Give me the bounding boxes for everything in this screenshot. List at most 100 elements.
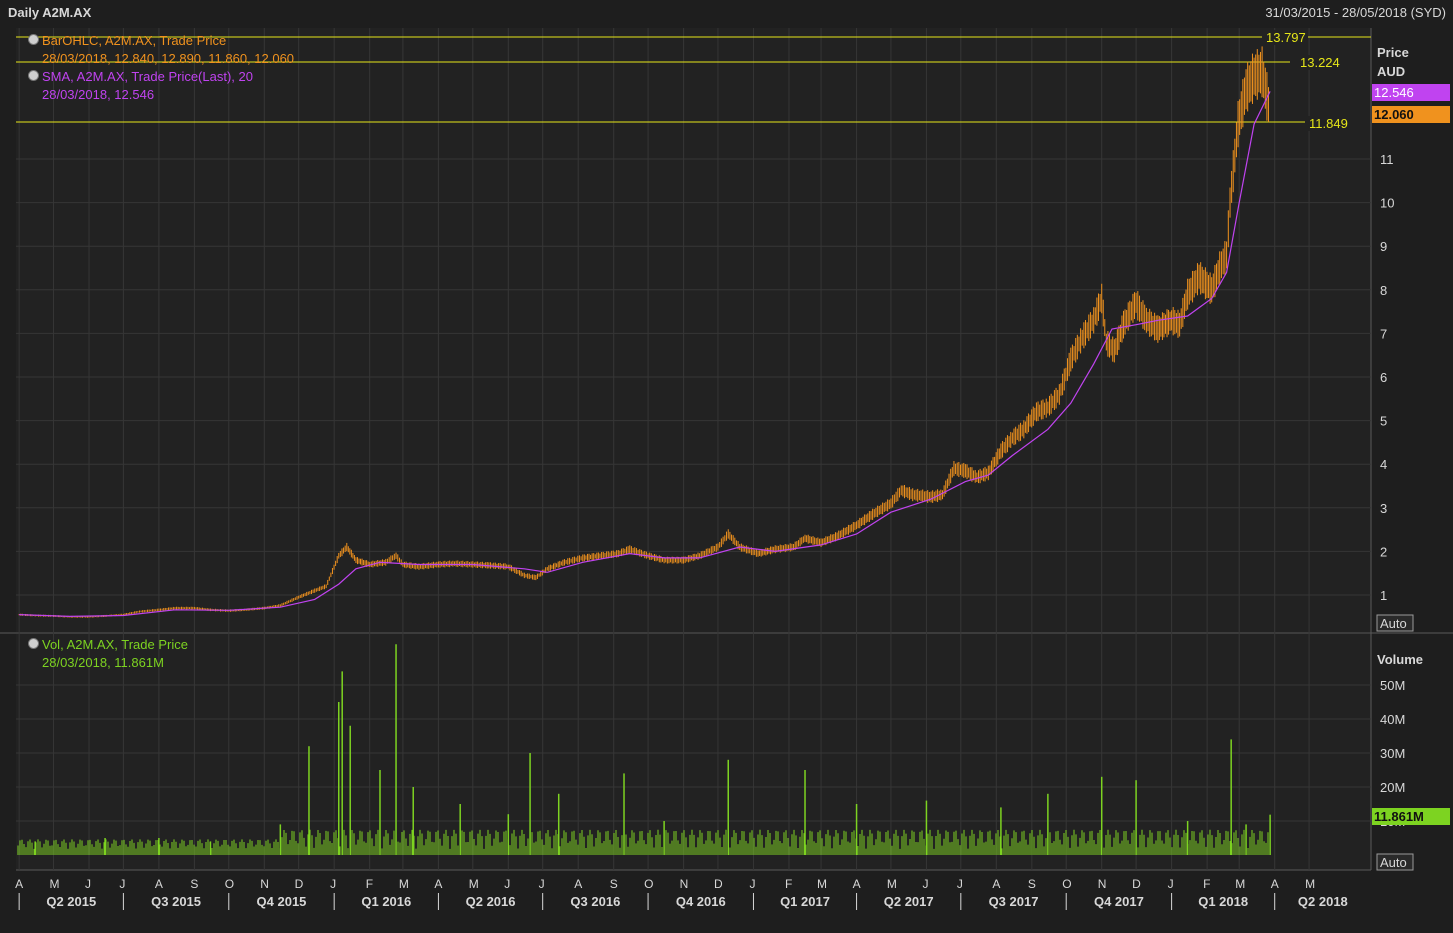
volume-bars xyxy=(17,644,1271,855)
month-label: D xyxy=(714,877,723,891)
low-value: 11.849 xyxy=(1309,116,1348,131)
month-label: M xyxy=(1305,877,1315,891)
price-tick-label: 9 xyxy=(1380,239,1387,254)
high-value: 13.797 xyxy=(1266,30,1306,45)
price-tick-label: 7 xyxy=(1380,326,1387,341)
month-label: J xyxy=(504,877,510,891)
volume-tick-label: 30M xyxy=(1380,746,1405,761)
date-range[interactable]: 31/03/2015 - 28/05/2018 (SYD) xyxy=(1265,5,1446,20)
month-label: F xyxy=(366,877,373,891)
chart-title: Daily A2M.AX xyxy=(8,5,92,20)
month-label: S xyxy=(1028,877,1036,891)
month-label: N xyxy=(1098,877,1107,891)
month-label: J xyxy=(957,877,963,891)
month-label: J xyxy=(119,877,125,891)
volume-auto-label: Auto xyxy=(1380,855,1407,870)
quarter-label: Q4 2016 xyxy=(676,894,726,909)
month-label: S xyxy=(610,877,618,891)
ohlc-legend-values: 28/03/2018, 12.840, 12.890, 11.860, 12.0… xyxy=(42,51,295,66)
quarter-label: Q2 2017 xyxy=(884,894,934,909)
close-last-value: 12.060 xyxy=(1374,107,1414,122)
price-tick-label: 2 xyxy=(1380,544,1387,559)
sma-legend-icon[interactable] xyxy=(28,70,39,81)
month-label: O xyxy=(225,877,234,891)
month-label: D xyxy=(295,877,304,891)
month-label: M xyxy=(817,877,827,891)
month-label: A xyxy=(155,877,163,891)
month-label: A xyxy=(853,877,861,891)
quarter-label: Q2 2015 xyxy=(46,894,96,909)
month-label: J xyxy=(749,877,755,891)
price-tick-label: 8 xyxy=(1380,283,1387,298)
high-marker-label: 13.797 xyxy=(1262,30,1308,45)
quarter-label: Q3 2016 xyxy=(570,894,620,909)
close-last-tag: 12.060 xyxy=(1372,106,1450,123)
month-label: M xyxy=(399,877,409,891)
price-tick-label: 11 xyxy=(1380,152,1394,167)
price-pane[interactable] xyxy=(16,28,1371,632)
price-tick-label: 5 xyxy=(1380,414,1387,429)
month-label: F xyxy=(1203,877,1210,891)
month-label: M xyxy=(469,877,479,891)
ohlc-legend-icon[interactable] xyxy=(28,34,39,45)
recent-high-value: 13.224 xyxy=(1300,55,1340,70)
month-label: S xyxy=(190,877,198,891)
quarter-label: Q3 2015 xyxy=(151,894,201,909)
price-axis-unit: AUD xyxy=(1377,64,1405,79)
month-label: J xyxy=(1168,877,1174,891)
month-label: A xyxy=(574,877,582,891)
volume-last-value: 11.861M xyxy=(1374,809,1424,824)
month-label: A xyxy=(15,877,23,891)
grid-lines xyxy=(16,28,1371,870)
volume-tick-label: 50M xyxy=(1380,678,1405,693)
quarter-label: Q4 2017 xyxy=(1094,894,1144,909)
month-label: J xyxy=(539,877,545,891)
ohlc-legend-title: BarOHLC, A2M.AX, Trade Price xyxy=(42,33,227,48)
month-label: A xyxy=(434,877,442,891)
sma-legend-title: SMA, A2M.AX, Trade Price(Last), 20 xyxy=(42,69,253,84)
month-label: J xyxy=(922,877,928,891)
month-label: N xyxy=(260,877,269,891)
price-level-lines xyxy=(16,36,1371,123)
volume-legend-icon[interactable] xyxy=(28,638,39,649)
quarter-label: Q4 2015 xyxy=(257,894,307,909)
quarter-label: Q3 2017 xyxy=(989,894,1039,909)
month-label: A xyxy=(992,877,1000,891)
recent-high-marker-label: 13.224 xyxy=(1296,55,1342,70)
month-label: M xyxy=(1235,877,1245,891)
sma-last-value: 12.546 xyxy=(1374,85,1414,100)
month-label: M xyxy=(50,877,60,891)
quarter-label: Q2 2016 xyxy=(466,894,516,909)
price-tick-label: 6 xyxy=(1380,370,1387,385)
volume-legend-values: 28/03/2018, 11.861M xyxy=(42,655,164,670)
month-label: O xyxy=(1062,877,1071,891)
month-label: N xyxy=(680,877,689,891)
volume-pane[interactable] xyxy=(16,634,1371,870)
volume-last-tag: 11.861M xyxy=(1372,808,1450,825)
month-label: M xyxy=(887,877,897,891)
quarter-label: Q1 2017 xyxy=(780,894,830,909)
price-tick-label: 1 xyxy=(1380,588,1387,603)
volume-tick-label: 40M xyxy=(1380,712,1405,727)
sma-last-tag: 12.546 xyxy=(1372,84,1450,101)
price-axis-title: Price xyxy=(1377,45,1409,60)
month-label: F xyxy=(785,877,792,891)
low-marker-label: 11.849 xyxy=(1305,116,1351,131)
volume-tick-label: 20M xyxy=(1380,780,1405,795)
month-label: D xyxy=(1132,877,1141,891)
quarter-label: Q2 2018 xyxy=(1298,894,1348,909)
month-label: J xyxy=(330,877,336,891)
price-auto-label: Auto xyxy=(1380,616,1407,631)
price-tick-label: 3 xyxy=(1380,501,1387,516)
price-auto-button[interactable]: Auto xyxy=(1376,614,1414,632)
sma-legend-values: 28/03/2018, 12.546 xyxy=(42,87,155,102)
volume-legend-title: Vol, A2M.AX, Trade Price xyxy=(42,637,188,652)
volume-auto-button[interactable]: Auto xyxy=(1376,853,1414,871)
month-label: A xyxy=(1271,877,1279,891)
price-tick-label: 4 xyxy=(1380,457,1387,472)
price-tick-label: 10 xyxy=(1380,196,1394,211)
time-axis: A M J J A S O N D J F M A M J J A S O N D J F M A M J J A S O N D J F M A M Q2… xyxy=(15,877,1348,910)
quarter-label: Q1 2016 xyxy=(361,894,411,909)
price-axis: 1 2 3 4 5 6 7 8 9 10 11 xyxy=(1380,152,1394,603)
